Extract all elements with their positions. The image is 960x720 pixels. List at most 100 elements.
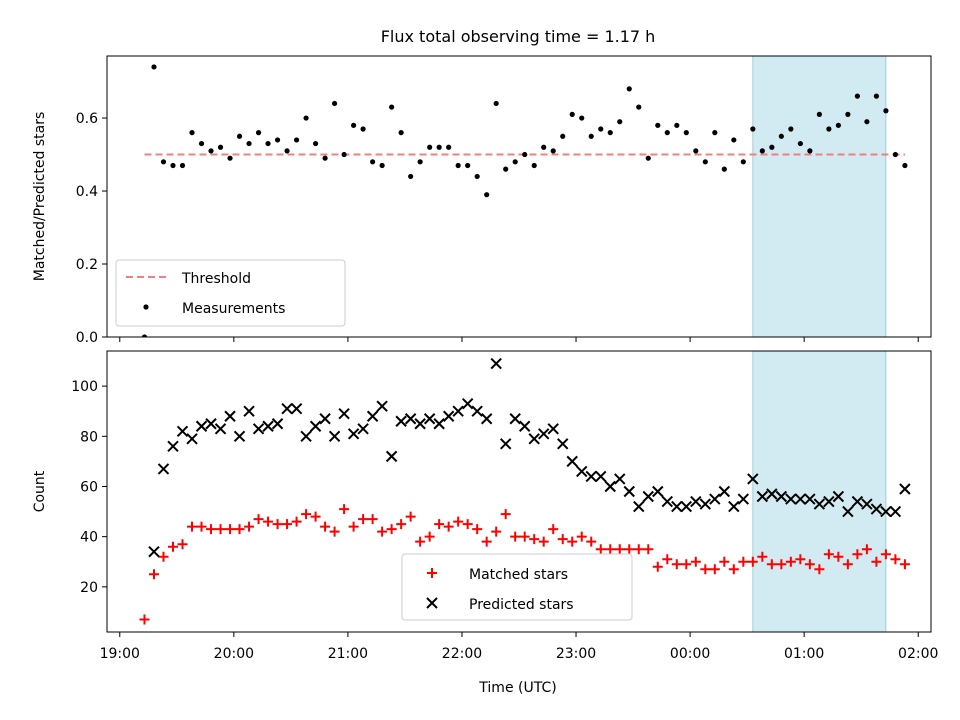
predicted-stars-point bbox=[347, 428, 360, 440]
matched-stars-point bbox=[538, 536, 549, 547]
x-tick-label: 20:00 bbox=[214, 646, 254, 662]
predicted-stars-point bbox=[614, 473, 626, 485]
measurements-point bbox=[398, 130, 404, 136]
matched-stars-point bbox=[747, 556, 758, 567]
predicted-stars-point bbox=[167, 440, 179, 453]
predicted-stars-point bbox=[309, 420, 322, 432]
matched-stars-point bbox=[491, 526, 502, 537]
matched-stars-point bbox=[890, 554, 901, 565]
matched-stars-point bbox=[728, 564, 739, 575]
predicted-stars-point bbox=[195, 420, 208, 432]
measurements-point bbox=[693, 148, 699, 154]
legend-predicted-swatch bbox=[426, 597, 438, 609]
measurements-point bbox=[341, 151, 347, 158]
measurements-point bbox=[835, 122, 841, 128]
matched-stars-point bbox=[861, 544, 872, 555]
legend: Threshold Measurements bbox=[115, 259, 346, 327]
predicted-stars-point bbox=[518, 420, 531, 432]
predicted-stars-point bbox=[252, 423, 265, 435]
y-axis-label: Count bbox=[32, 470, 48, 512]
measurements-point bbox=[550, 148, 556, 154]
matched-stars-point bbox=[814, 564, 825, 575]
matched-stars-point bbox=[377, 526, 388, 537]
predicted-stars-point bbox=[414, 418, 426, 430]
measurements-point bbox=[208, 148, 214, 154]
bottom-plot-area bbox=[139, 351, 911, 632]
measurements-point bbox=[265, 140, 271, 147]
measurements-point bbox=[312, 140, 319, 147]
predicted-stars-point bbox=[775, 490, 788, 503]
matched-stars-point bbox=[842, 559, 853, 570]
measurements-point bbox=[816, 111, 822, 117]
matched-stars-point bbox=[158, 551, 169, 562]
measurements-point bbox=[427, 144, 433, 150]
y-tick-label: 20 bbox=[80, 580, 98, 596]
matched-stars-point bbox=[614, 544, 625, 555]
measurements-point bbox=[731, 137, 737, 143]
predicted-stars-point bbox=[499, 438, 512, 450]
predicted-stars-point bbox=[557, 438, 569, 450]
matched-stars-point bbox=[291, 516, 302, 527]
measurements-point bbox=[579, 115, 585, 121]
predicted-stars-point bbox=[804, 493, 816, 505]
predicted-stars-point bbox=[366, 410, 379, 422]
predicted-stars-point bbox=[642, 490, 654, 503]
y-tick-label: 0.4 bbox=[76, 184, 98, 200]
predicted-stars-point bbox=[205, 418, 217, 430]
predicted-stars-point bbox=[690, 495, 702, 508]
predicted-stars-point bbox=[471, 405, 483, 417]
predicted-stars-point bbox=[747, 473, 759, 485]
highlight-span bbox=[752, 351, 887, 632]
measurements-point bbox=[607, 130, 613, 136]
matched-stars-point bbox=[386, 524, 397, 535]
bottom-panel: 20 40 60 80 100 Count 19:00 20:00 21:00 22:00 23:0… bbox=[32, 350, 938, 662]
y-tick-label: 80 bbox=[80, 429, 98, 445]
y-tick-label: 60 bbox=[80, 479, 98, 495]
matched-stars-point bbox=[196, 521, 207, 532]
matched-stars-point bbox=[462, 519, 473, 530]
predicted-stars-point bbox=[671, 500, 683, 513]
matched-stars-point bbox=[557, 534, 568, 545]
predicted-stars-point bbox=[737, 493, 750, 505]
measurements-point bbox=[351, 122, 357, 128]
predicted-stars-point bbox=[595, 470, 607, 483]
measurements-point bbox=[455, 162, 461, 169]
predicted-stars-point bbox=[423, 413, 436, 425]
predicted-stars-point bbox=[186, 433, 198, 445]
matched-stars-point bbox=[358, 514, 369, 525]
measurements-point bbox=[389, 104, 395, 110]
matched-stars-point bbox=[757, 551, 768, 562]
measurements-point bbox=[246, 140, 252, 147]
x-tick-label: 19:00 bbox=[100, 646, 140, 662]
matched-stars-point bbox=[177, 539, 188, 550]
matched-stars-point bbox=[738, 556, 749, 567]
measurements-point bbox=[598, 126, 604, 132]
measurements-point bbox=[759, 148, 765, 154]
predicted-stars-point bbox=[842, 505, 854, 518]
matched-stars-point bbox=[709, 564, 720, 575]
matched-stars-point bbox=[272, 519, 283, 530]
predicted-stars-point bbox=[480, 413, 493, 425]
predicted-stars-point bbox=[357, 423, 369, 435]
x-tick-label: 21:00 bbox=[328, 646, 368, 662]
legend-matched-swatch bbox=[427, 568, 437, 578]
predicted-stars-point bbox=[699, 498, 712, 510]
y-tick-label: 40 bbox=[80, 530, 98, 546]
measurements-point bbox=[360, 126, 366, 132]
measurements-point bbox=[408, 173, 414, 180]
matched-stars-point bbox=[244, 521, 255, 532]
matched-stars-point bbox=[424, 531, 435, 542]
measurements-point bbox=[750, 126, 756, 132]
measurements-point bbox=[892, 151, 899, 158]
measurements-point bbox=[740, 159, 746, 165]
measurements-point bbox=[198, 140, 205, 147]
matched-stars-point bbox=[348, 521, 359, 532]
predicted-stars-point bbox=[851, 495, 864, 508]
predicted-stars-point bbox=[785, 493, 797, 505]
measurements-point bbox=[379, 162, 385, 169]
matched-stars-point bbox=[529, 534, 540, 545]
measurements-point bbox=[902, 162, 908, 169]
y-tick-label: 0.0 bbox=[76, 330, 98, 346]
matched-stars-point bbox=[215, 524, 226, 535]
